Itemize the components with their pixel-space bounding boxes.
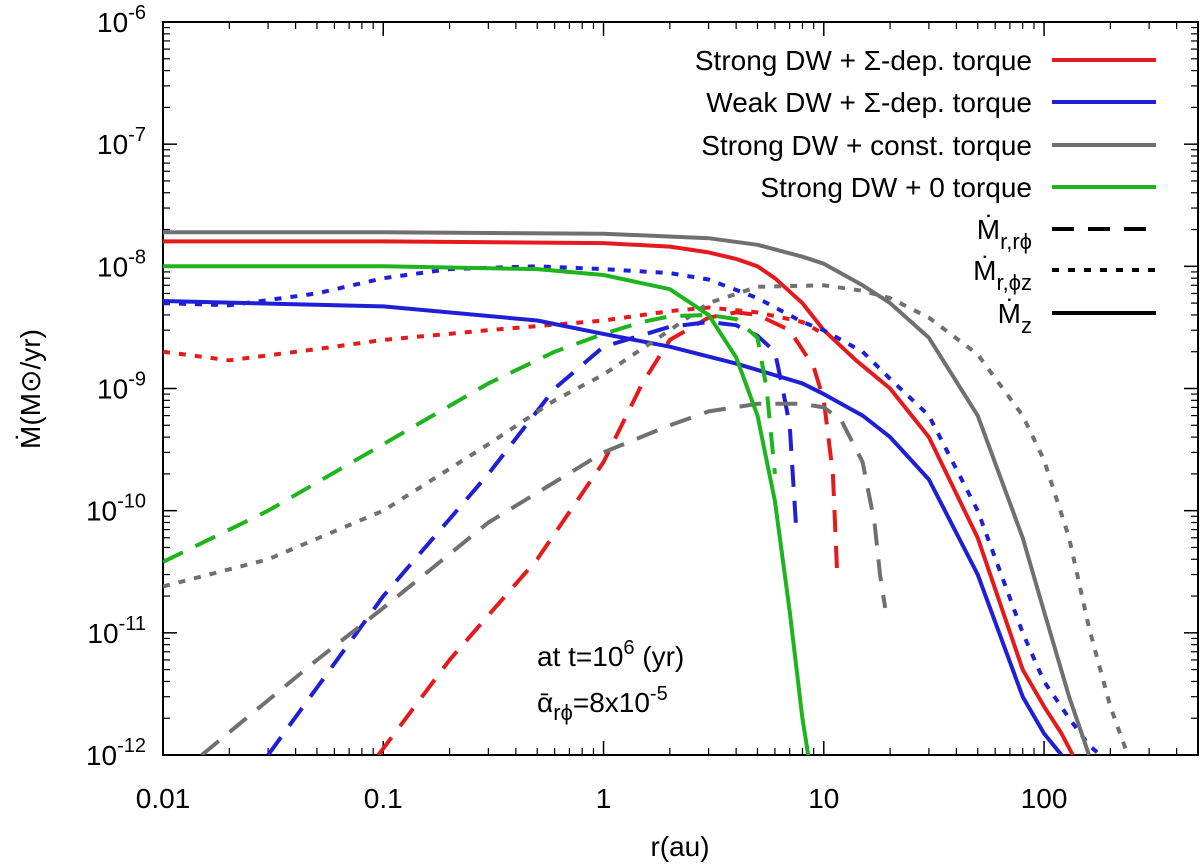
legend-label: Weak DW + Σ-dep. torque: [706, 87, 1032, 118]
x-tick-label: 100: [1021, 783, 1068, 814]
y-tick-label: 10-12: [86, 735, 146, 771]
y-tick-label: 10-10: [86, 491, 146, 527]
annotation: at t=106 (yr) ᾱrϕ=8x10-5: [537, 637, 684, 725]
y-tick-label: 10-8: [97, 246, 146, 282]
series-line-1: [163, 239, 1075, 755]
legend-label: Strong DW + const. torque: [701, 130, 1032, 161]
y-tick-label: 10-6: [97, 2, 146, 38]
series-line-10: [163, 264, 811, 755]
series-line-11: [163, 312, 777, 564]
legend-label: Strong DW + Σ-dep. torque: [695, 45, 1032, 76]
series-line-2: [163, 305, 825, 363]
x-axis-label: r(au): [650, 831, 709, 862]
legend-style-label: Ṁr,rϕ: [977, 214, 1032, 254]
series-line-5: [163, 264, 1102, 755]
y-tick-label: 10-11: [87, 613, 146, 649]
series-line-4: [163, 299, 1064, 755]
y-tick-label: 10-7: [97, 124, 146, 160]
x-tick-label: 1: [596, 783, 612, 814]
legend-label: Strong DW + 0 torque: [760, 172, 1032, 203]
annotation-time: at t=106 (yr): [537, 637, 684, 672]
y-tick-label: 10-9: [97, 369, 146, 405]
legend-style-label: Ṁz: [998, 298, 1032, 338]
series-line-9: [200, 401, 888, 755]
annotation-alpha: ᾱrϕ=8x10-5: [537, 683, 668, 725]
series-line-7: [163, 230, 1091, 755]
legend-style-label: Ṁr,ϕz: [973, 255, 1032, 295]
series-group: [163, 230, 1130, 755]
series-line-6: [266, 320, 799, 755]
x-tick-label: 10: [808, 783, 839, 814]
x-tick-label: 0.1: [364, 783, 403, 814]
legend: Strong DW + Σ-dep. torque Weak DW + Σ-dep…: [695, 45, 1156, 338]
series-line-8: [163, 283, 1130, 755]
x-tick-label: 0.01: [136, 783, 191, 814]
axis-ticks: 0.01 0.1 1 10 100 10-12 10-11 10-10 10-9 10-8 10-7…: [86, 2, 1198, 814]
y-axis-label: Ṁ(M⊙/yr): [15, 329, 46, 449]
series-line-3: [376, 310, 840, 755]
